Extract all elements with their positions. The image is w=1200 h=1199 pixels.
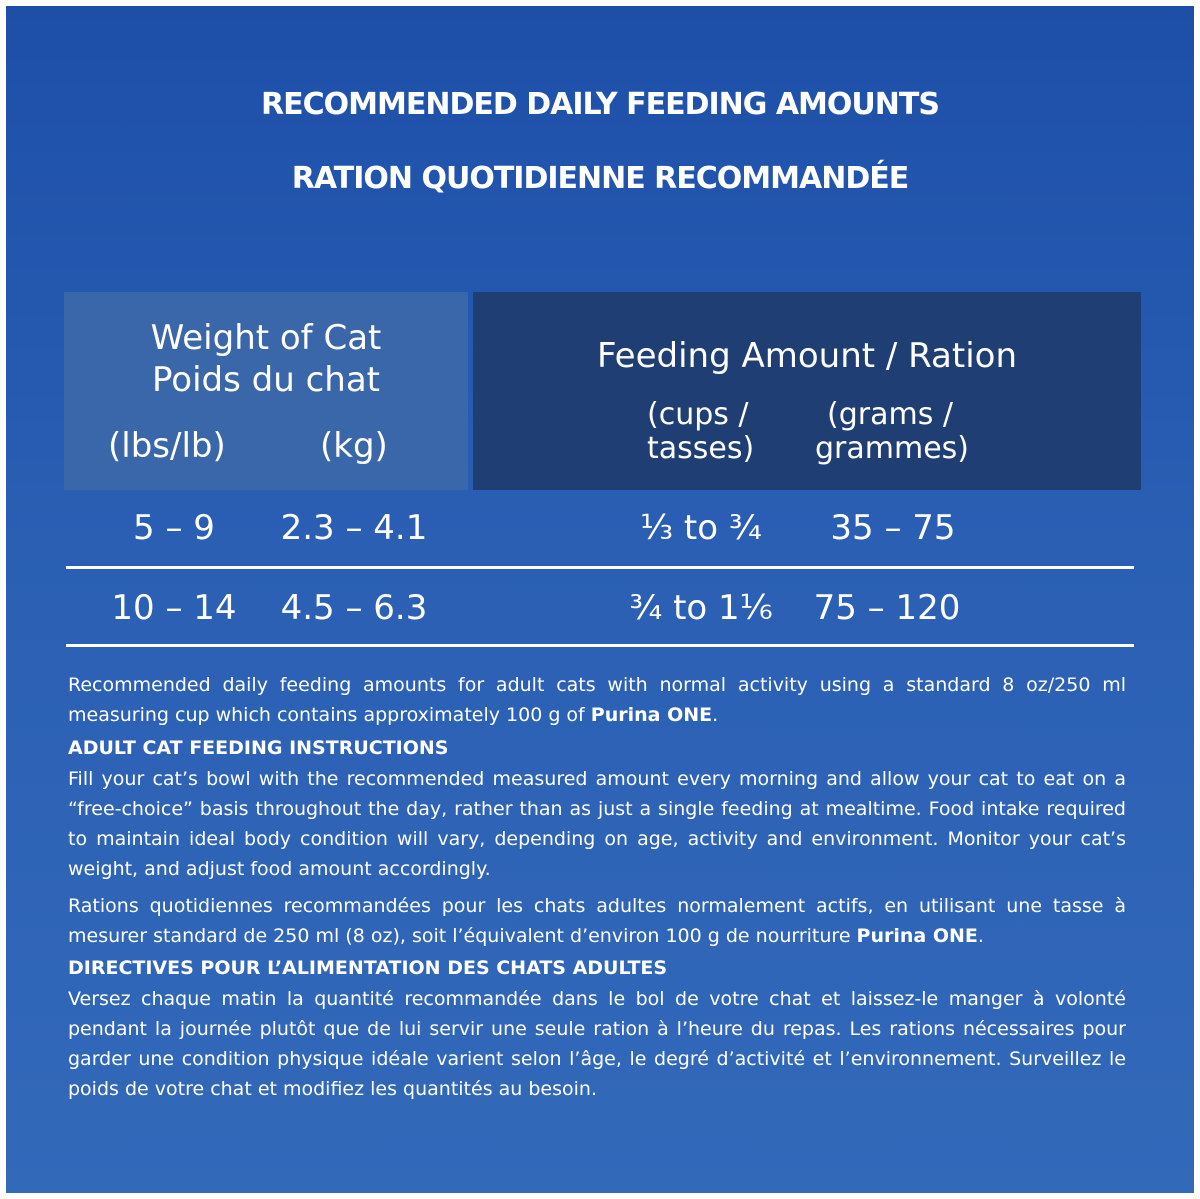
feeding-header-title: Feeding Amount / Ration (596, 336, 1018, 376)
title-french: RATION QUOTIDIENNE RECOMMANDÉE (291, 161, 909, 196)
english-intro-end: . (712, 704, 719, 726)
weight-header-english: Weight of Cat (150, 318, 382, 358)
feeding-unit-cups-line1: (cups / (647, 397, 749, 432)
french-intro-end: . (977, 925, 984, 947)
feeding-unit-grams-line2: grammes) (815, 430, 969, 466)
feeding-unit-grams: (grams / grammes) (815, 398, 969, 466)
weight-header-french: Poids du chat (152, 360, 380, 400)
french-heading: DIRECTIVES POUR L’ALIMENTATION DES CHATS… (68, 957, 668, 979)
english-body: Fill your cat’s bowl with the recommende… (68, 768, 1126, 880)
french-intro: Rations quotidiennes recommandées pour l… (68, 891, 1126, 951)
brand-name: Purina ONE (856, 925, 978, 947)
feeding-header-cell: Feeding Amount / Ration (cups / tasses) … (473, 292, 1141, 490)
title-english: RECOMMENDED DAILY FEEDING AMOUNTS (261, 87, 940, 122)
weight-unit-kg: (kg) (320, 426, 388, 466)
french-body: Versez chaque matin la quantité recomman… (68, 988, 1126, 1100)
weight-header-cell: Weight of Cat Poids du chat (lbs/lb) (kg… (64, 292, 468, 490)
row-feeding-cups: ⅓ to ¾ (640, 508, 762, 548)
row-weight-lbs: 5 – 9 (133, 508, 215, 548)
feeding-unit-cups: (cups / tasses) (647, 398, 754, 466)
feeding-unit-grams-line1: (grams / (827, 397, 953, 432)
row-weight-kg: 4.5 – 6.3 (280, 588, 428, 628)
table-bottom-rule (66, 644, 1134, 647)
english-intro: Recommended daily feeding amounts for ad… (68, 670, 1126, 730)
english-heading: ADULT CAT FEEDING INSTRUCTIONS (68, 737, 449, 759)
row-weight-lbs: 10 – 14 (111, 588, 237, 628)
french-intro-text: Rations quotidiennes recommandées pour l… (68, 895, 1126, 947)
english-intro-text: Recommended daily feeding amounts for ad… (68, 674, 1126, 726)
row-feeding-grams: 35 – 75 (830, 508, 956, 548)
row-divider (66, 566, 1134, 569)
weight-unit-lbs: (lbs/lb) (108, 426, 226, 466)
row-feeding-cups: ¾ to 1⅙ (629, 588, 773, 628)
row-weight-kg: 2.3 – 4.1 (280, 508, 428, 548)
feeding-unit-cups-line2: tasses) (647, 430, 755, 466)
feeding-guide-panel: RECOMMENDED DAILY FEEDING AMOUNTS RATION… (6, 6, 1194, 1193)
brand-name: Purina ONE (590, 704, 713, 726)
row-feeding-grams: 75 – 120 (813, 588, 961, 628)
